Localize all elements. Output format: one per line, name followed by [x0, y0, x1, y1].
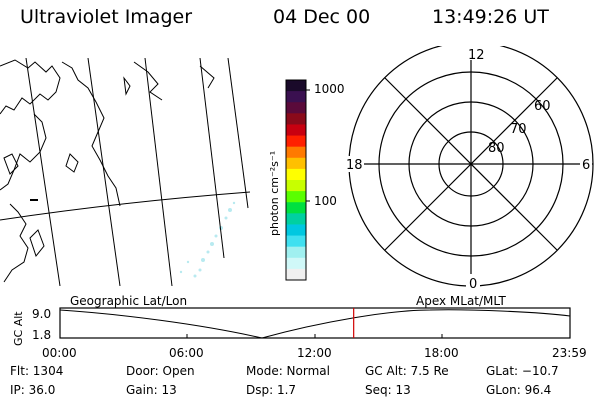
- time-tick-1800: 18:00: [424, 346, 459, 360]
- mode-readout: Mode: Normal: [246, 364, 330, 378]
- polar-diagonal-2: [384, 77, 558, 251]
- glon-readout: GLon: 96.4: [486, 383, 552, 397]
- color-scale-stripe: [286, 146, 306, 159]
- color-scale-stripe: [286, 224, 306, 237]
- color-scale-stripe: [286, 91, 306, 103]
- color-scale-stripe: [286, 202, 306, 214]
- color-scale-stripe: [286, 191, 306, 203]
- timeline-frame: [59, 307, 571, 339]
- gc-alt-readout: GC Alt: 7.5 Re: [365, 364, 449, 378]
- lat-label-70: 70: [510, 122, 527, 137]
- glat-readout: GLat: −10.7: [486, 364, 559, 378]
- color-scale-stripe: [286, 135, 306, 148]
- gc-alt-tick-min: 1.8: [32, 328, 51, 342]
- dsp-readout: Dsp: 1.7: [246, 383, 297, 397]
- color-scale-stripe: [286, 157, 306, 170]
- mlt-label-18: 18: [346, 158, 363, 173]
- ip-readout: IP: 36.0: [10, 383, 56, 397]
- time-label: 13:49:26 UT: [432, 6, 549, 28]
- color-scale-tick-1000: 1000: [314, 82, 345, 96]
- color-scale-stripe: [286, 257, 306, 270]
- time-tick-0600: 06:00: [169, 346, 204, 360]
- color-scale-stripe: [286, 102, 306, 114]
- color-scale-stripe: [286, 213, 306, 225]
- color-scale-stripe: [286, 113, 306, 125]
- lat-label-60: 60: [534, 99, 551, 114]
- mlt-label-12: 12: [468, 48, 485, 63]
- color-scale-stripe: [286, 168, 306, 181]
- altitude-timeline: GC Alt 9.0 1.8: [12, 307, 571, 346]
- color-scale-unit-label: photon cm⁻²s⁻¹: [268, 151, 281, 236]
- polar-mlt-plot: 12 18 6 0 80 70 60: [344, 46, 594, 292]
- time-tick-2359: 23:59: [552, 346, 587, 360]
- gc-alt-tick-max: 9.0: [32, 307, 51, 321]
- geographic-map: [0, 58, 250, 286]
- mlt-label-0: 0: [469, 277, 477, 292]
- door-readout: Door: Open: [126, 364, 195, 378]
- color-scale-gradient: [286, 80, 306, 281]
- lat-lon-grid: [0, 58, 250, 286]
- color-scale-bar: photon cm⁻²s⁻¹: [268, 79, 310, 281]
- date-label: 04 Dec 00: [273, 6, 371, 28]
- flight-readout: Flt: 1304: [10, 364, 64, 378]
- lat-label-80: 80: [488, 141, 505, 156]
- instrument-title: Ultraviolet Imager: [20, 6, 193, 28]
- seq-readout: Seq: 13: [365, 383, 411, 397]
- color-scale-tick-100: 100: [314, 194, 337, 208]
- color-scale-stripe: [286, 235, 306, 248]
- color-scale-stripe: [286, 268, 306, 281]
- time-tick-0000: 00:00: [42, 346, 77, 360]
- color-scale-stripe: [286, 124, 306, 137]
- color-scale-stripe: [286, 180, 306, 192]
- gc-alt-axis-label: GC Alt: [12, 311, 25, 346]
- color-scale-stripe: [286, 80, 306, 92]
- mlt-label-6: 6: [582, 158, 590, 173]
- geographic-latlon-label: Geographic Lat/Lon: [70, 294, 188, 308]
- altitude-curve: [59, 309, 571, 339]
- color-scale-stripe: [286, 246, 306, 259]
- gain-readout: Gain: 13: [126, 383, 177, 397]
- aurora-emission: [179, 201, 236, 278]
- apex-mlat-mlt-label: Apex MLat/MLT: [416, 294, 506, 308]
- time-tick-1200: 12:00: [297, 346, 332, 360]
- coastlines: [0, 59, 215, 283]
